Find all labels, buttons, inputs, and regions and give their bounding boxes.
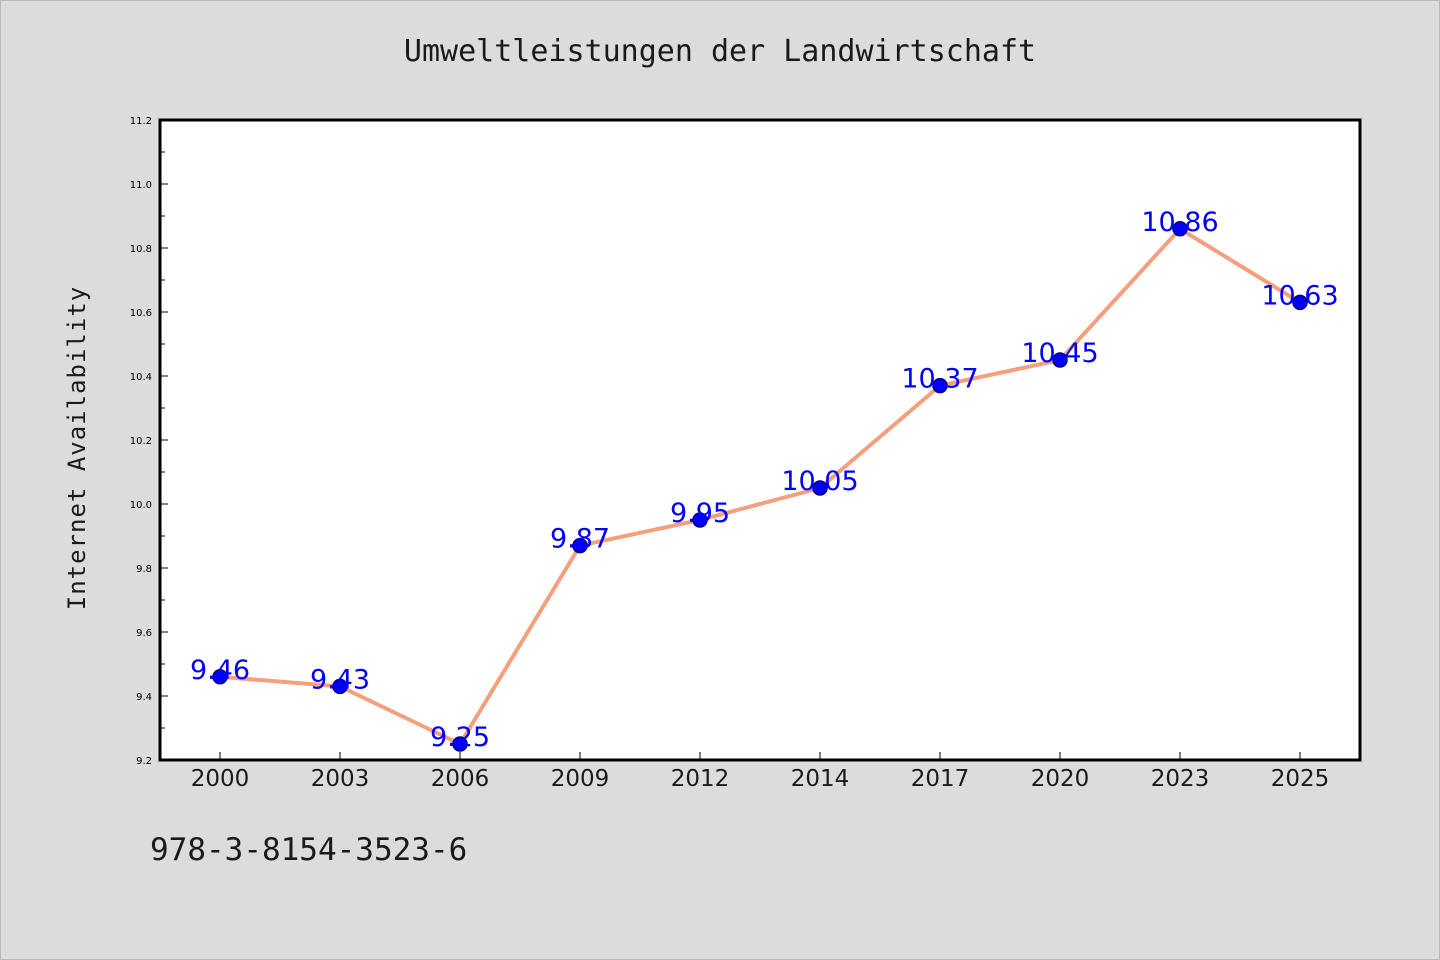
x-tick-label: 2012	[671, 766, 730, 792]
data-point	[572, 537, 588, 554]
isbn-text: 978-3-8154-3523-6	[150, 832, 468, 868]
y-tick-label: 11.0	[130, 180, 152, 191]
x-tick-label: 2000	[191, 766, 250, 792]
x-axis: 2000 2003 2006 2009 2012 2014 2017 2020 2023 2025	[191, 752, 1330, 792]
data-label: 10.45	[1021, 338, 1098, 369]
data-label: 9.25	[430, 722, 490, 753]
data-point	[692, 512, 708, 528]
x-tick-label: 2020	[1031, 766, 1090, 792]
data-label: 10.63	[1261, 280, 1338, 311]
data-point	[212, 669, 228, 685]
y-tick-label: 10.2	[130, 436, 152, 447]
y-tick-label: 10.4	[130, 372, 152, 383]
x-tick-label: 2025	[1271, 766, 1330, 792]
data-labels: 9.46 9.43 9.25 9.87 9.95 10.05 10.37 10.45 10.86…	[190, 207, 1339, 753]
y-tick-label: 9.6	[136, 628, 152, 639]
data-label: 9.95	[670, 498, 730, 529]
series-markers	[212, 221, 1308, 752]
y-tick-label: 10.0	[130, 500, 152, 511]
x-tick-label: 2014	[791, 766, 850, 792]
y-tick-label: 9.8	[136, 564, 152, 575]
data-point	[1052, 352, 1068, 368]
data-point	[1172, 221, 1188, 237]
plot-area	[160, 120, 1360, 760]
data-point	[332, 678, 348, 695]
data-point	[452, 736, 468, 752]
y-tick-label: 10.6	[130, 308, 152, 319]
plot-border	[158, 118, 1362, 762]
x-tick-label: 2009	[551, 766, 610, 792]
data-label: 10.37	[901, 364, 978, 395]
data-label: 9.87	[550, 524, 610, 555]
data-point	[1292, 294, 1308, 311]
y-tick-label: 9.2	[136, 756, 152, 767]
x-tick-label: 2006	[431, 766, 490, 792]
x-tick-label: 2003	[311, 766, 370, 792]
chart-title: Umweltleistungen der Landwirtschaft	[403, 34, 1037, 69]
y-tick-label: 11.2	[130, 116, 152, 127]
data-label: 9.43	[310, 664, 370, 695]
x-tick-label: 2017	[911, 766, 970, 792]
data-label: 9.46	[190, 655, 250, 686]
data-point	[932, 377, 948, 394]
data-point	[812, 480, 828, 496]
y-tick-label: 10.8	[130, 244, 152, 255]
data-label: 10.86	[1141, 207, 1218, 238]
data-label: 10.05	[781, 466, 858, 497]
x-tick-label: 2023	[1151, 766, 1210, 792]
series-line	[218, 226, 1302, 746]
y-tick-label: 9.4	[136, 692, 152, 703]
